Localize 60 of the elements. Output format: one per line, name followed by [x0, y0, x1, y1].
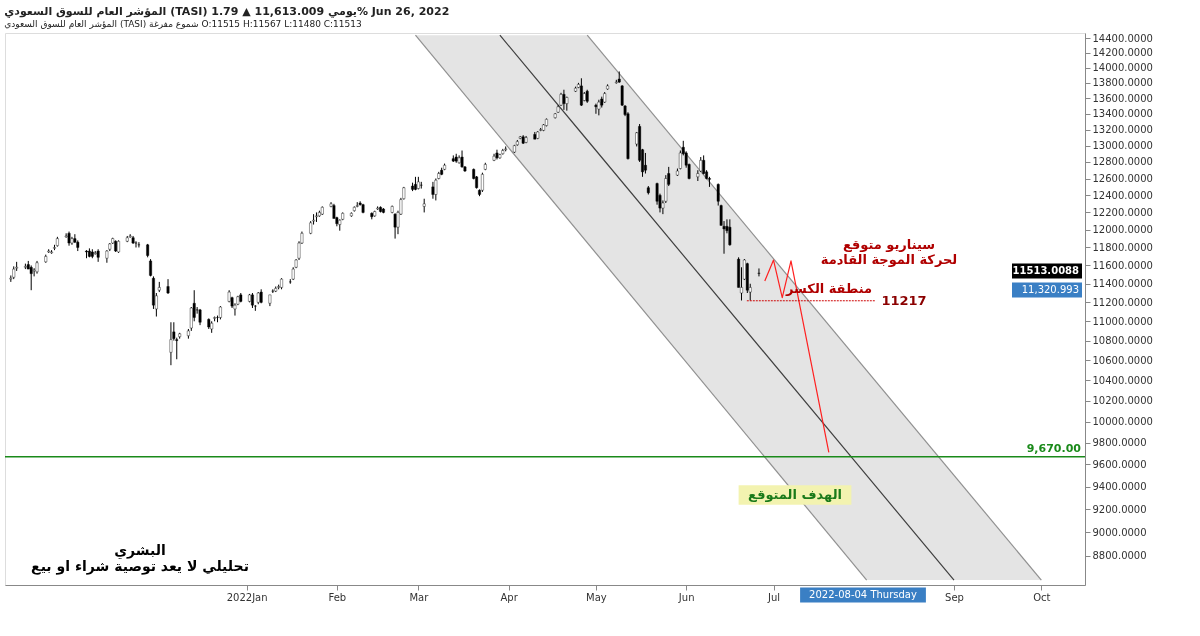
y-tick-label: 13400.0000 [1092, 108, 1153, 120]
x-tick-label: May [586, 591, 607, 603]
y-tick-label: 13200.0000 [1092, 124, 1153, 136]
y-tick-label: 14400.0000 [1092, 32, 1153, 44]
annotation: 11513.0088 [1012, 265, 1080, 276]
y-tick-label: 13600.0000 [1092, 92, 1153, 104]
y-tick-label: 12200.0000 [1092, 206, 1153, 218]
candlestick [134, 240, 138, 248]
chart-title: المؤشر العام للسوق السعودي (TASI) يومي 11,613.009 ▲ 1.79% Jun 26, 2022 [4, 5, 450, 18]
candlestick [137, 241, 141, 248]
annotation: البشري تحليلي لا يعد توصية شراء او بيع [31, 542, 249, 575]
y-tick-label: 10600.0000 [1092, 354, 1153, 366]
annotation: سيناريو متوقع لحركة الموجة القادمة [820, 237, 958, 267]
y-tick-label: 11600.0000 [1092, 259, 1153, 271]
y-tick-label: 10200.0000 [1092, 395, 1153, 407]
y-tick-label: 11800.0000 [1092, 241, 1153, 253]
y-tick-label: 14000.0000 [1092, 62, 1153, 74]
y-tick-label: 13800.0000 [1092, 77, 1153, 89]
annotation: 11217 [881, 292, 927, 308]
line-series [499, 34, 955, 581]
candlestick [431, 181, 435, 200]
y-tick-label: 12000.0000 [1092, 224, 1153, 236]
text: 2022-08-04 Thursday [809, 589, 917, 600]
y-tick-label: 10400.0000 [1092, 374, 1153, 386]
y-tick-label: 10000.0000 [1092, 416, 1153, 428]
y-tick-label: 12600.0000 [1092, 173, 1153, 184]
candlestick [728, 218, 732, 247]
candlestick [757, 267, 761, 277]
x-tick-label: Oct [1033, 591, 1051, 603]
y-tick-label: 9400.0000 [1092, 481, 1147, 493]
chart-subtitle: المؤشر العام للسوق السعودي (TASI) شموع مفرغة O:11515 H:11567 L:11480 C:11513 [4, 19, 362, 29]
candlestick [481, 172, 484, 193]
y-tick-label: 11400.0000 [1092, 278, 1153, 290]
y-tick-label: 9000.0000 [1092, 526, 1147, 538]
y-tick-label: 11000.0000 [1092, 315, 1153, 327]
y-tick-label: 14200.0000 [1092, 47, 1153, 59]
x-tick-label: Feb [328, 591, 347, 603]
x-tick-label: Apr [500, 591, 519, 603]
candlestick [29, 264, 33, 291]
y-tick-label: 12400.0000 [1092, 189, 1153, 201]
x-tick-label: Jul [766, 591, 781, 603]
ref-line-label: 9,670.00 [1026, 441, 1082, 455]
y-tick-label: 10800.0000 [1092, 335, 1153, 347]
x-tick-label: Sep [945, 591, 964, 603]
candlestick [166, 278, 170, 295]
y-tick-label: 8800.0000 [1092, 550, 1147, 562]
annotation: الهدف المتوقع [748, 487, 842, 502]
y-tick-label: 9600.0000 [1092, 458, 1147, 470]
x-tick-label: Mar [409, 591, 430, 603]
y-tick-label: 13000.0000 [1092, 140, 1153, 152]
candlestick [594, 103, 598, 115]
x-tick-label: 2022Jan [226, 591, 268, 603]
y-tick-label: 9200.0000 [1092, 503, 1147, 515]
y-tick-label: 9800.0000 [1092, 437, 1147, 449]
candlestick [169, 321, 173, 366]
candlestick [644, 152, 647, 175]
y-tick-label: 11200.0000 [1092, 296, 1153, 308]
y-tick-label: 12800.0000 [1092, 156, 1153, 168]
annotation: 11,320.993 [1021, 284, 1079, 295]
x-tick-label: Jun [677, 591, 695, 603]
